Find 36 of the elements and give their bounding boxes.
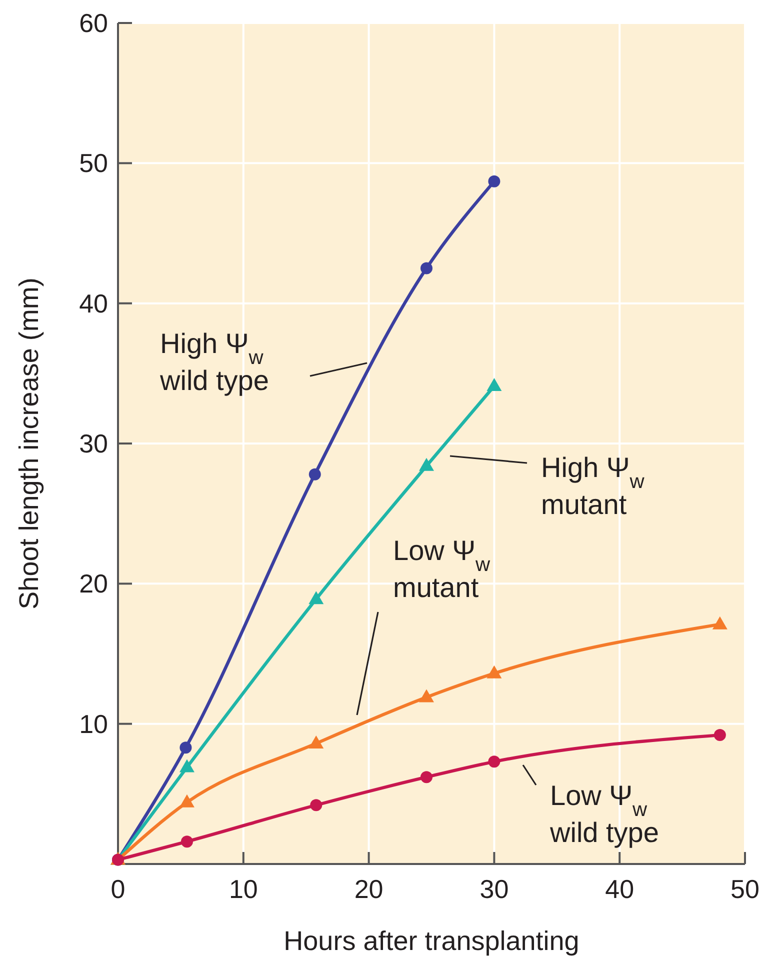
y-tick-label: 20 — [79, 568, 108, 599]
point — [179, 759, 194, 772]
y-tick-label: 10 — [79, 708, 108, 739]
y-tick-label: 40 — [79, 288, 108, 318]
point — [308, 735, 324, 748]
y-tick-label: 50 — [79, 148, 108, 178]
point — [420, 262, 432, 274]
point — [486, 378, 502, 392]
point — [179, 794, 194, 808]
text: High Ψ$_{w}$ wild type — [159, 328, 269, 396]
point — [308, 468, 321, 480]
x-tick-label: 50 — [730, 874, 760, 904]
x-tick-label: 30 — [480, 874, 509, 904]
series-label: Low Ψ$_{w}$ wild type — [549, 780, 659, 848]
x-tick-label: 40 — [605, 874, 634, 904]
text: High Ψ$_{w}$ mutant — [541, 452, 645, 520]
point — [180, 836, 193, 848]
y-tick-label: 60 — [79, 8, 108, 38]
point — [712, 616, 728, 630]
y-tick-label: 30 — [79, 428, 108, 458]
point — [714, 729, 726, 742]
point — [418, 689, 434, 702]
point — [310, 799, 322, 812]
x-tick-label: 0 — [110, 874, 126, 904]
text: Low Ψ$_{w}$ mutant — [393, 535, 491, 603]
x-tick-label: 20 — [354, 874, 384, 904]
point — [488, 756, 500, 768]
point — [488, 175, 500, 188]
point — [420, 771, 432, 784]
point — [486, 665, 502, 678]
point — [180, 742, 192, 754]
y-axis-title: Shoot length increase (mm) — [14, 278, 44, 610]
x-axis-title: Hours after transplanting — [284, 926, 580, 956]
point — [308, 591, 324, 604]
point — [418, 458, 434, 471]
x-tick-label: 10 — [228, 874, 258, 904]
